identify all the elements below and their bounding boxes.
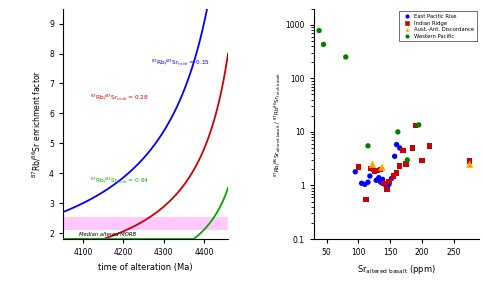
Point xyxy=(383,187,391,192)
Point xyxy=(368,167,376,172)
Text: Median altered MORB: Median altered MORB xyxy=(79,232,136,238)
Point xyxy=(412,124,420,128)
Point xyxy=(390,174,397,178)
Point xyxy=(396,146,404,150)
Point xyxy=(382,183,390,188)
Point xyxy=(315,28,323,33)
Point xyxy=(372,178,380,183)
Point xyxy=(367,166,375,170)
Point xyxy=(426,143,434,148)
Y-axis label: $^{87}$Rb/$^{86}$Sr$_{\mathregular{altered\ basalt}}$ / $^{87}$Rb$^{86}$Sr$_{\ma: $^{87}$Rb/$^{86}$Sr$_{\mathregular{alter… xyxy=(272,71,283,177)
Point xyxy=(368,162,376,166)
Point xyxy=(374,168,381,173)
Legend: East Pacific Rise, Indian Ridge, Aust.-Ant. Discordance, Western Pacific: East Pacific Rise, Indian Ridge, Aust.-A… xyxy=(399,11,477,41)
Point xyxy=(355,165,363,169)
Point xyxy=(396,164,404,168)
Text: $^{87}$Rb/$^{87}$Sr$_{rock}$ = 0.28: $^{87}$Rb/$^{87}$Sr$_{rock}$ = 0.28 xyxy=(91,93,149,103)
Point xyxy=(415,123,423,127)
Point xyxy=(377,180,385,185)
Point xyxy=(388,176,395,181)
Point xyxy=(361,182,369,187)
Point xyxy=(364,180,372,185)
Point xyxy=(319,42,327,47)
Point xyxy=(408,146,416,150)
X-axis label: time of alteration (Ma): time of alteration (Ma) xyxy=(98,263,193,272)
Point xyxy=(380,181,388,185)
Y-axis label: $^{87}$Rb/$^{86}$Sr enrichment factor: $^{87}$Rb/$^{86}$Sr enrichment factor xyxy=(31,70,44,178)
Point xyxy=(364,143,372,148)
Point xyxy=(385,179,393,183)
Point xyxy=(404,158,411,162)
Point xyxy=(466,159,473,163)
Point xyxy=(385,182,393,187)
Point xyxy=(418,158,426,163)
Point xyxy=(375,175,383,180)
Point xyxy=(402,162,410,166)
Point xyxy=(358,181,365,185)
Point xyxy=(351,170,359,174)
X-axis label: Sr$_{\mathregular{altered\ basalt}}$ (ppm): Sr$_{\mathregular{altered\ basalt}}$ (pp… xyxy=(357,263,436,276)
Bar xyxy=(63,217,228,230)
Point xyxy=(378,165,386,169)
Point xyxy=(394,130,402,134)
Point xyxy=(378,177,386,182)
Text: $^{87}$Rb/$^{87}$Sr$_{rock}$ = 0.64: $^{87}$Rb/$^{87}$Sr$_{rock}$ = 0.64 xyxy=(91,176,150,186)
Point xyxy=(391,154,398,159)
Point xyxy=(393,171,400,175)
Point xyxy=(466,162,473,166)
Point xyxy=(399,148,407,153)
Point xyxy=(362,197,370,202)
Point xyxy=(342,55,349,59)
Point xyxy=(393,142,400,147)
Point xyxy=(370,169,378,173)
Point xyxy=(366,174,374,178)
Point xyxy=(377,167,385,172)
Text: $^{87}$Rb/$^{87}$Sr$_{rock}$ = 0.15: $^{87}$Rb/$^{87}$Sr$_{rock}$ = 0.15 xyxy=(151,57,210,68)
